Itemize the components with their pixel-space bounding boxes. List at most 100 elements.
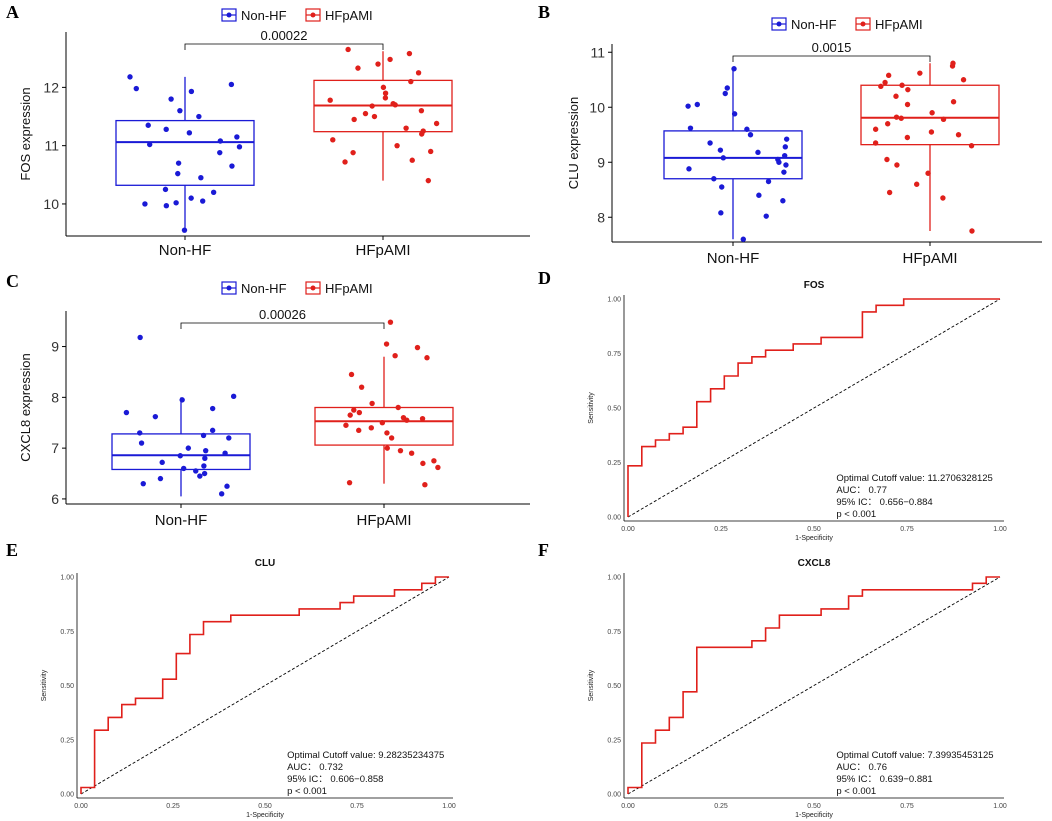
data-point <box>181 227 188 233</box>
y-tick-label: 0.50 <box>607 683 621 690</box>
y-tick-label: 10 <box>43 196 59 212</box>
data-point <box>163 202 170 209</box>
legend-key-dot <box>226 285 232 291</box>
data-point <box>783 136 790 142</box>
y-axis-title: CLU expression <box>566 97 581 190</box>
data-point <box>384 445 390 451</box>
data-point <box>765 178 772 185</box>
data-point <box>379 420 386 426</box>
data-point <box>197 473 203 479</box>
data-point <box>960 77 967 83</box>
panel-e: 0.000.00 0.25 0.25 0.50 0.50 0.75 0.75 1.00 1.00… <box>41 558 456 819</box>
data-point <box>157 475 164 482</box>
p-value-label: 0.00022 <box>261 28 308 43</box>
data-point <box>177 107 183 114</box>
data-point <box>230 393 237 400</box>
roc-curve <box>627 576 1000 794</box>
roc-stat-line: p < 0.001 <box>287 786 327 797</box>
data-point <box>152 413 159 420</box>
data-point <box>782 144 789 150</box>
data-point <box>885 72 892 79</box>
y-tick-label: 0.25 <box>607 737 621 744</box>
data-point <box>355 65 361 71</box>
box-hfpami <box>860 84 1000 146</box>
roc-stat-line: 95% IC： 0.656−0.884 <box>836 497 932 508</box>
data-point <box>209 427 216 434</box>
y-tick-label: 0.00 <box>607 792 621 799</box>
y-tick-label: 0.50 <box>607 406 621 413</box>
box-non-hf <box>115 119 255 186</box>
roc-stat-line: Optimal Cutoff value: 9.28235234375 <box>287 750 444 761</box>
y-axis-title: Sensitivity <box>588 392 595 424</box>
x-axis-title: 1-Specificity <box>795 812 833 819</box>
y-tick-label: 9 <box>51 339 59 355</box>
data-point <box>175 160 182 166</box>
data-point <box>137 430 143 436</box>
data-point <box>763 213 769 219</box>
legend-key-dot <box>860 21 866 27</box>
box-non-hf <box>111 433 251 471</box>
data-point <box>383 341 390 347</box>
data-point <box>217 149 223 156</box>
legend-key-dot <box>310 12 316 18</box>
data-point <box>969 228 975 234</box>
y-axis-title: Sensitivity <box>588 669 595 701</box>
data-point <box>949 63 956 69</box>
data-point <box>940 195 946 201</box>
y-tick-label: 1.00 <box>60 575 74 582</box>
data-point <box>201 463 207 469</box>
data-point <box>719 184 725 190</box>
x-axis-title: 1-Specificity <box>246 812 284 819</box>
data-point <box>397 447 404 454</box>
x-tick-label: 0.75 <box>900 526 914 533</box>
data-point <box>928 129 935 135</box>
data-point <box>886 189 893 196</box>
data-point <box>418 107 425 114</box>
panel-label-b: B <box>538 2 550 22</box>
y-axis-title: Sensitivity <box>41 669 48 701</box>
data-point <box>731 111 738 117</box>
data-point <box>188 88 195 95</box>
data-point <box>371 113 378 120</box>
data-point <box>781 152 788 159</box>
y-axis-title: FOS expression <box>18 87 33 180</box>
data-point <box>356 427 362 434</box>
x-tick-label: 0.25 <box>714 803 728 810</box>
significance-bracket <box>732 55 931 62</box>
data-point <box>224 483 230 489</box>
roc-stat-line: p < 0.001 <box>836 786 876 797</box>
data-point <box>424 355 430 361</box>
data-point <box>209 405 216 412</box>
data-point <box>217 138 224 144</box>
x-tick-label-non-hf: Non-HF <box>159 242 212 259</box>
data-point <box>392 352 398 359</box>
x-tick-label-hfpami: HFpAMI <box>355 242 410 259</box>
data-point <box>917 70 923 76</box>
data-point <box>380 84 387 91</box>
y-tick-label: 8 <box>597 209 605 225</box>
data-point <box>327 97 333 103</box>
data-point <box>387 56 393 63</box>
data-point <box>382 90 389 96</box>
data-point <box>222 450 228 456</box>
data-point <box>740 236 746 242</box>
data-point <box>180 465 187 472</box>
data-point <box>422 482 428 488</box>
significance-bracket <box>184 43 384 50</box>
data-point <box>711 176 717 182</box>
y-tick-label: 9 <box>597 154 605 170</box>
roc-stat-line: 95% IC： 0.639−0.881 <box>836 774 932 785</box>
data-point <box>193 468 199 474</box>
x-tick-label: 0.50 <box>807 526 821 533</box>
data-point <box>409 157 415 163</box>
y-tick-label: 1.00 <box>607 575 621 582</box>
data-point <box>940 116 947 123</box>
y-tick-label: 11 <box>590 44 605 60</box>
data-point <box>694 101 700 108</box>
roc-title: CXCL8 <box>798 558 831 569</box>
data-point <box>173 200 179 206</box>
data-point <box>350 149 356 156</box>
data-point <box>229 163 235 169</box>
p-value-label: 0.00026 <box>259 307 306 322</box>
